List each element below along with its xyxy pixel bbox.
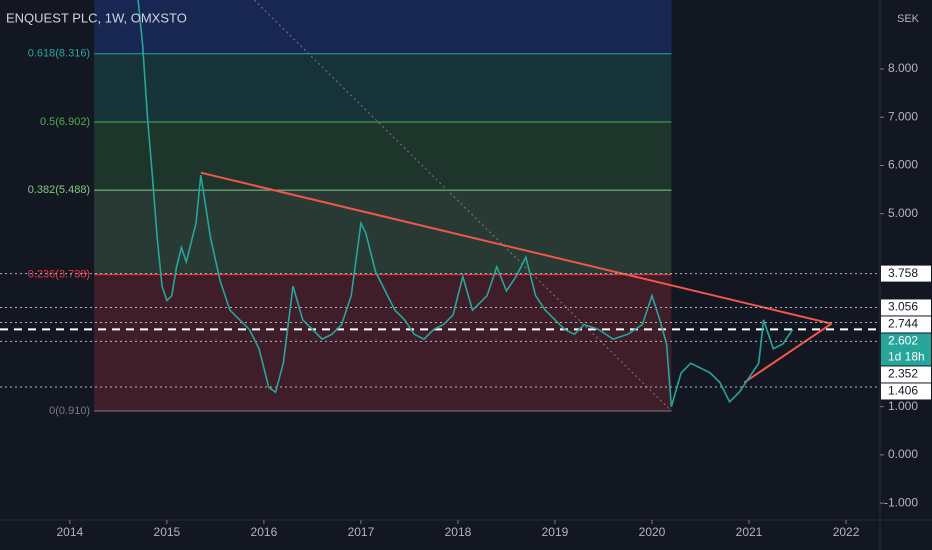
price-label-box (881, 265, 931, 282)
fib-label: 0(0.910) (49, 405, 90, 417)
price-label: 2.744 (888, 317, 918, 331)
fib-zone (94, 121, 672, 191)
x-tick-label: 2018 (445, 525, 472, 539)
price-label-box (881, 316, 931, 333)
price-label-box (881, 299, 931, 316)
y-tick-label: 8.000 (888, 61, 918, 75)
y-tick-label: 1.000 (888, 399, 918, 413)
price-label-box (881, 383, 931, 400)
y-tick-label: -1.000 (884, 495, 918, 509)
y-tick-label: 0.000 (888, 447, 918, 461)
fib-zone (94, 190, 672, 275)
chart-title: ENQUEST PLC, 1W, OMXSTO (6, 10, 187, 25)
x-tick-label: 2020 (639, 525, 666, 539)
trendline (743, 322, 833, 384)
price-label: 1.406 (888, 384, 918, 398)
price-label-box (881, 333, 931, 366)
fib-zone (94, 53, 672, 122)
countdown: 1d 18h (888, 350, 925, 364)
x-tick-label: 2019 (542, 525, 569, 539)
x-tick-label: 2022 (833, 525, 860, 539)
price-label-box (881, 366, 931, 383)
x-tick-label: 2014 (57, 525, 84, 539)
x-tick-label: 2021 (736, 525, 763, 539)
fib-label: 0.236(3.738) (28, 268, 90, 280)
price-label: 2.352 (888, 367, 918, 381)
x-tick-label: 2016 (251, 525, 278, 539)
price-label: 3.758 (888, 266, 918, 280)
price-line-series (137, 0, 794, 407)
fib-zone (94, 0, 672, 54)
price-label: 3.056 (888, 300, 918, 314)
x-tick-label: 2015 (154, 525, 181, 539)
price-label: 2.602 (888, 334, 918, 348)
x-tick-label: 2017 (348, 525, 375, 539)
y-tick-label: 5.000 (888, 206, 918, 220)
fib-label: 0.618(8.316) (28, 48, 90, 60)
fib-label: 0.382(5.488) (28, 184, 90, 196)
fib-zone (94, 274, 672, 411)
y-tick-label: 6.000 (888, 158, 918, 172)
fib-label: 0.5(6.902) (40, 116, 90, 128)
y-tick-label: 7.000 (888, 109, 918, 123)
currency: SEK (897, 13, 920, 25)
trendline (200, 171, 832, 325)
